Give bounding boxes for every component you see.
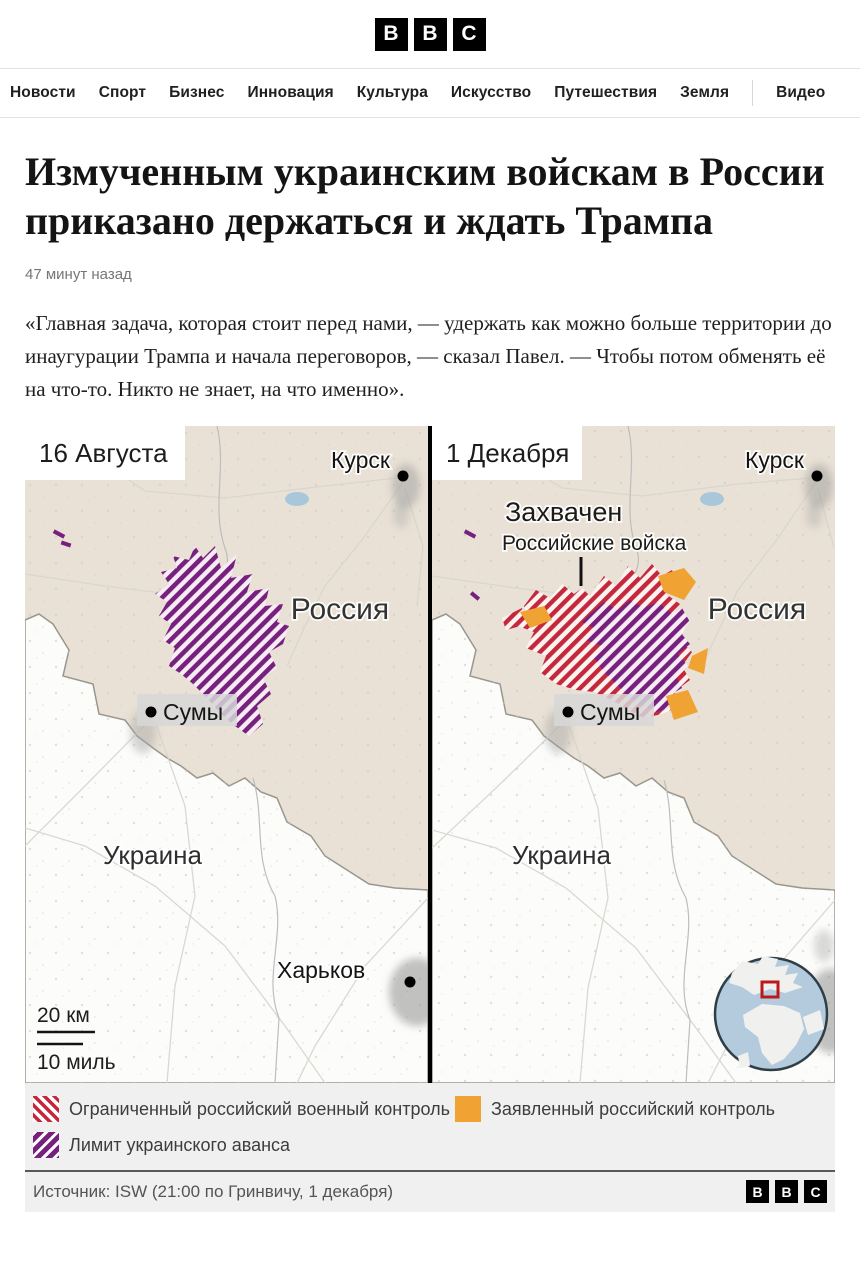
nav-item-culture[interactable]: Культура bbox=[356, 84, 428, 101]
nav-item-video[interactable]: Видео bbox=[776, 84, 826, 101]
nav-item-business[interactable]: Бизнес bbox=[169, 84, 225, 101]
article-timestamp: 47 минут назад bbox=[25, 265, 132, 283]
map-left-label-sumy: Сумы bbox=[163, 699, 223, 725]
map-source-bar: Источник: ISW (21:00 по Гринвичу, 1 дека… bbox=[25, 1170, 835, 1213]
nav-item-sport[interactable]: Спорт bbox=[98, 84, 147, 101]
map-panel-1-december: Захвачен Российские войска Курск Россия … bbox=[432, 426, 835, 1084]
oblast-borders bbox=[627, 426, 691, 1084]
site-header: B B C bbox=[0, 0, 860, 68]
lake bbox=[700, 492, 724, 507]
map-date-badge: 16 Августа bbox=[25, 426, 185, 481]
settlement-speckles bbox=[25, 426, 428, 1084]
nav-divider bbox=[752, 80, 754, 106]
city-markers: Курск Россия Сумы Украина bbox=[510, 445, 823, 872]
border-advance-marks bbox=[463, 529, 481, 601]
nav-item-earth[interactable]: Земля bbox=[680, 84, 730, 101]
bbc-logo-letter: B bbox=[746, 1180, 769, 1204]
map-comparison-row: Курск Россия Сумы Украина Харьков 16 Авг… bbox=[25, 426, 835, 1084]
border-advance-marks bbox=[52, 529, 72, 548]
red-hatch-swatch bbox=[33, 1096, 59, 1123]
scale-bar: 20 км 10 миль bbox=[37, 1004, 116, 1074]
nav-item-arts[interactable]: Искусство bbox=[450, 84, 532, 101]
purple-hatch-swatch bbox=[33, 1132, 59, 1159]
bbc-logo-letter: C bbox=[804, 1180, 827, 1204]
article-title: Измученным украинским войскам в России п… bbox=[25, 149, 825, 243]
map-right-date: 1 Декабря bbox=[446, 438, 569, 468]
map-right-label-kursk: Курск bbox=[745, 447, 805, 473]
map-left-label-kursk: Курск bbox=[331, 447, 391, 473]
bbc-logo-letter: B bbox=[374, 17, 408, 51]
city-clusters bbox=[130, 464, 428, 1027]
nav-item-news[interactable]: Новости bbox=[10, 84, 76, 101]
city-markers: Курск Россия Сумы Украина Харьков bbox=[101, 445, 416, 988]
legend-label: Заявленный российский контроль bbox=[491, 1098, 776, 1119]
claimed-russian-control-patches bbox=[520, 568, 708, 721]
nav-item-innovation[interactable]: Инновация bbox=[247, 84, 334, 101]
ukrainian-advance-limit-area bbox=[582, 600, 690, 713]
roads bbox=[432, 435, 835, 1084]
ukrainian-advance-limit-area bbox=[155, 546, 289, 737]
map-left-date: 16 Августа bbox=[39, 438, 168, 468]
map-source-text: Источник: ISW (21:00 по Гринвичу, 1 дека… bbox=[33, 1181, 394, 1201]
locator-globe bbox=[713, 956, 829, 1072]
annotation-title: Захвачен bbox=[505, 497, 622, 527]
map-right-label-sumy: Сумы bbox=[580, 699, 640, 725]
article-quote-paragraph: «Главная задача, которая стоит перед нам… bbox=[25, 310, 832, 401]
map-panel-divider bbox=[428, 426, 432, 1084]
map-legend: Ограниченный российский военный контроль… bbox=[25, 1083, 835, 1171]
annotation-captured: Захвачен Российские войска bbox=[500, 495, 688, 587]
legend-item-limited-control: Ограниченный российский военный контроль bbox=[33, 1096, 455, 1123]
legend-row: Лимит украинского аванса bbox=[33, 1132, 827, 1159]
map-left-label-kharkiv: Харьков bbox=[277, 957, 365, 983]
nav-item-travel[interactable]: Путешествия bbox=[554, 84, 658, 101]
map-right-label-ukraine: Украина bbox=[512, 840, 612, 870]
locator-highlight-box bbox=[760, 980, 780, 999]
legend-label: Ограниченный российский военный контроль bbox=[69, 1098, 450, 1119]
main-nav: Новости Спорт Бизнес Инновация Культура … bbox=[0, 68, 860, 118]
bbc-logo-letter: B bbox=[775, 1180, 798, 1204]
kursk-maps-infographic: Курск Россия Сумы Украина Харьков 16 Авг… bbox=[25, 426, 835, 1213]
annotation-subtitle: Российские войска bbox=[502, 532, 687, 555]
scale-km-label: 20 км bbox=[37, 1004, 90, 1027]
legend-label: Лимит украинского аванса bbox=[69, 1134, 291, 1155]
legend-item-claimed-control: Заявленный российский контроль bbox=[455, 1096, 776, 1123]
scale-miles-label: 10 миль bbox=[37, 1051, 116, 1074]
map-date-badge: 1 Декабря bbox=[432, 426, 582, 481]
map-panel-16-august: Курск Россия Сумы Украина Харьков 16 Авг… bbox=[25, 426, 428, 1084]
bbc-logo[interactable]: B B C bbox=[374, 17, 486, 51]
legend-item-advance-limit: Лимит украинского аванса bbox=[33, 1132, 455, 1159]
article-body: Измученным украинским войскам в России п… bbox=[0, 148, 860, 1213]
bbc-logo-letter: C bbox=[452, 17, 486, 51]
legend-row: Ограниченный российский военный контроль… bbox=[33, 1096, 827, 1123]
bbc-logo-letter: B bbox=[413, 17, 447, 51]
map-left-label-russia: Россия bbox=[291, 593, 389, 626]
map-left-label-ukraine: Украина bbox=[103, 840, 203, 870]
map-right-label-russia: Россия bbox=[708, 593, 806, 626]
bbc-logo-small: B B C bbox=[746, 1180, 827, 1204]
lake bbox=[285, 492, 309, 507]
orange-swatch bbox=[455, 1096, 481, 1123]
